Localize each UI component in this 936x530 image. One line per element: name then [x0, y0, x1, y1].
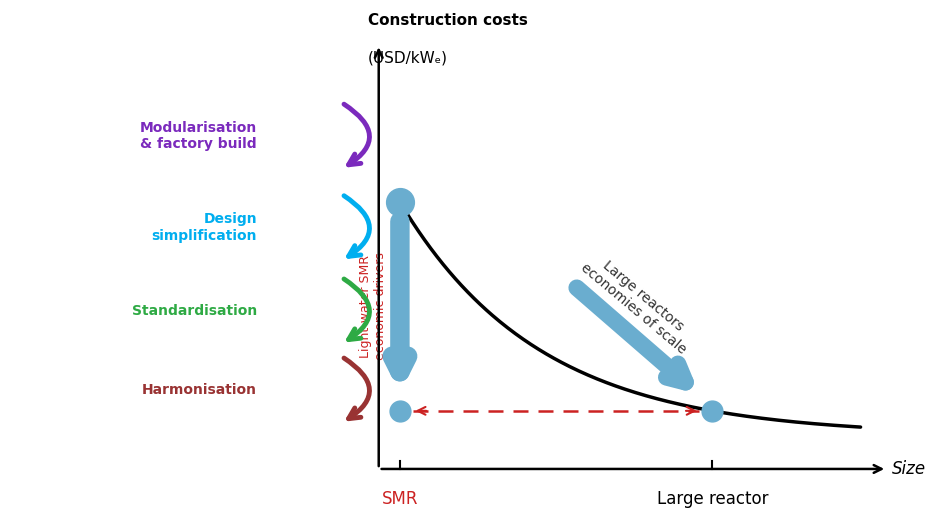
Text: Design
simplification: Design simplification: [152, 213, 257, 243]
Text: Standardisation: Standardisation: [132, 304, 257, 318]
Text: Construction costs: Construction costs: [368, 13, 528, 28]
Text: Light-water SMR
economic drivers: Light-water SMR economic drivers: [359, 252, 388, 360]
Text: (USD/kWₑ): (USD/kWₑ): [368, 50, 448, 65]
Text: Size: Size: [892, 460, 927, 478]
Text: Large reactors
economies of scale: Large reactors economies of scale: [578, 249, 699, 357]
Text: SMR: SMR: [382, 490, 418, 508]
Text: Harmonisation: Harmonisation: [142, 383, 257, 397]
Text: Modularisation
& factory build: Modularisation & factory build: [139, 121, 257, 151]
Text: Large reactor: Large reactor: [656, 490, 768, 508]
